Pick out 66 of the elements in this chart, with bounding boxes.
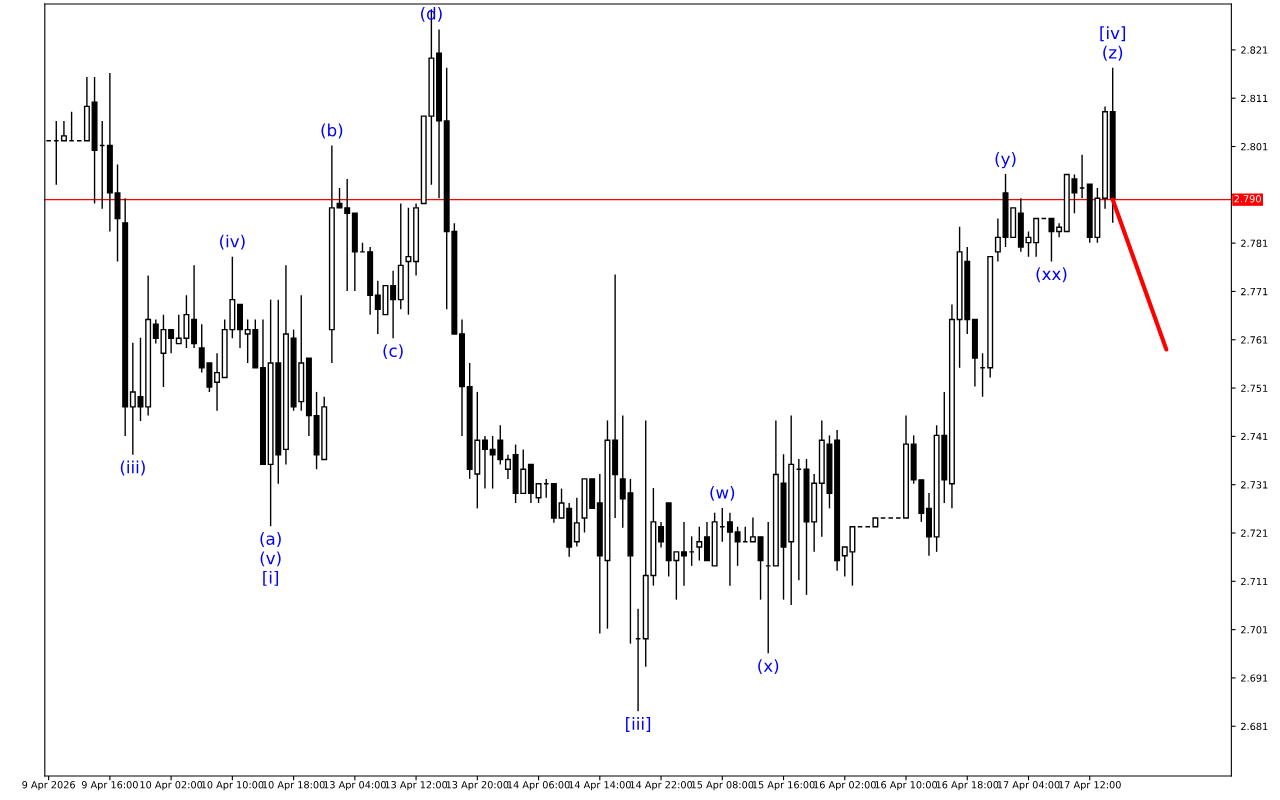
- candlestick: [734, 526, 741, 567]
- annotation: (xx): [1036, 267, 1067, 283]
- x-tick-label: 17 Apr 12:00: [1059, 781, 1121, 791]
- annotation: (y): [995, 152, 1016, 169]
- x-tick-label: 13 Apr 20:00: [446, 781, 509, 791]
- annotation: (b): [321, 123, 343, 139]
- annotation: (c): [383, 344, 403, 359]
- x-tick-label: 16 Apr 02:00: [814, 781, 876, 791]
- candlestick: [726, 512, 733, 587]
- candlestick: [535, 483, 542, 504]
- candlestick: [681, 521, 688, 587]
- x-tick-label: 10 Apr 18:00: [262, 781, 325, 791]
- y-tick-label: 2.721: [1241, 529, 1268, 537]
- y-tick-label: 2.711: [1241, 577, 1268, 585]
- candlestick: [405, 207, 412, 316]
- y-tick-label: 2.771: [1241, 287, 1268, 296]
- candlestick: [749, 516, 756, 543]
- y-tick-label: 2.741: [1241, 432, 1268, 441]
- annotation: [iii]: [626, 717, 651, 732]
- annotation: (z): [1103, 45, 1123, 61]
- x-tick-label: 15 Apr 08:00: [691, 781, 754, 791]
- candlestick: [696, 526, 703, 562]
- x-tick-label: 16 Apr 10:00: [875, 781, 938, 791]
- x-tick-label: 10 Apr 10:00: [201, 781, 264, 791]
- x-tick-label: 15 Apr 16:00: [752, 781, 815, 791]
- candlestick: [1048, 217, 1055, 263]
- x-tick-label: 13 Apr 04:00: [324, 781, 386, 791]
- x-tick-label: 10 Apr 02:00: [140, 781, 203, 791]
- x-tick-label: 9 Apr 16:00: [81, 781, 138, 791]
- y-tick-label: 2.691: [1241, 674, 1268, 682]
- y-tick-label: 2.811: [1241, 94, 1268, 103]
- annotation: (a): [260, 532, 281, 547]
- annotation: (iii): [120, 460, 145, 476]
- annotation: [i]: [263, 570, 279, 586]
- x-tick-label: 13 Apr 12:00: [385, 781, 448, 791]
- candlestick: [168, 328, 175, 354]
- annotation: (x): [758, 659, 779, 674]
- x-tick-label: 16 Apr 18:00: [936, 781, 999, 791]
- y-tick-label: 2.731: [1241, 481, 1268, 489]
- candlestick: [994, 217, 1001, 263]
- candlestick: [573, 497, 580, 548]
- y-tick-label: 2.751: [1241, 384, 1268, 392]
- annotation: (iv): [220, 234, 245, 250]
- candlestick: [60, 120, 67, 142]
- y-tick-label: 2.701: [1241, 626, 1268, 634]
- candlestick: [390, 269, 397, 340]
- annotation: (w): [710, 485, 735, 501]
- candlestick: [481, 435, 488, 490]
- x-tick-label: 9 Apr 2026: [22, 781, 75, 791]
- candlestick: [214, 352, 221, 412]
- y-tick-label: 2.821: [1241, 46, 1268, 54]
- x-tick-label: 14 Apr 14:00: [569, 781, 631, 791]
- candlestick: [757, 536, 764, 601]
- candlestick: [703, 521, 710, 562]
- annotation: (v): [260, 551, 281, 567]
- x-tick-label: 17 Apr 04:00: [997, 781, 1060, 791]
- annotation: [iv]: [1100, 26, 1126, 42]
- y-tick-label: 2.801: [1241, 142, 1268, 151]
- ref-line-label: 2.790: [1234, 195, 1261, 203]
- y-tick-label: 2.681: [1241, 722, 1268, 731]
- x-tick-label: 14 Apr 22:00: [630, 781, 693, 791]
- y-tick-label: 2.761: [1241, 336, 1268, 344]
- x-tick-label: 14 Apr 06:00: [507, 781, 570, 791]
- candlestick: [658, 521, 665, 549]
- y-tick-label: 2.781: [1241, 239, 1268, 247]
- candlestick: [504, 454, 511, 480]
